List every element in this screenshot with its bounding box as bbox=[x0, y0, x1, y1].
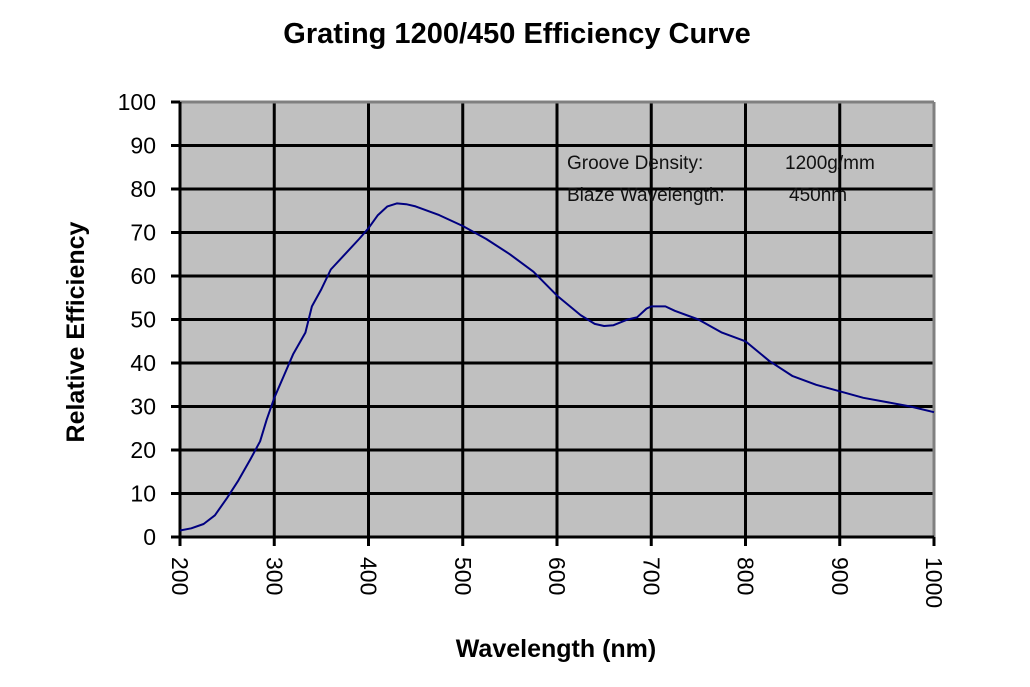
x-tick-label: 600 bbox=[544, 557, 570, 595]
blaze-wavelength-value: 450nm bbox=[789, 185, 847, 206]
series-group bbox=[179, 202, 935, 532]
y-tick-label: 60 bbox=[130, 263, 156, 289]
groove-density-label: Groove Density: bbox=[567, 153, 703, 174]
x-axis-title: Wavelength (nm) bbox=[456, 635, 656, 663]
x-axis-ticks: 200 300 400 500 600 700 800 900 1000 bbox=[167, 537, 947, 608]
axes bbox=[172, 100, 936, 545]
y-axis-ticks: 0 10 20 30 40 50 60 70 80 90 100 bbox=[118, 89, 180, 550]
y-tick-label: 80 bbox=[130, 176, 156, 202]
x-tick-label: 1000 bbox=[921, 557, 947, 608]
y-tick-label: 90 bbox=[130, 133, 156, 159]
y-tick-label: 0 bbox=[143, 524, 156, 550]
x-tick-label: 400 bbox=[356, 557, 382, 595]
x-tick-label: 800 bbox=[733, 557, 759, 595]
efficiency-curve bbox=[179, 202, 935, 532]
y-tick-label: 100 bbox=[118, 89, 156, 115]
gridlines bbox=[180, 102, 934, 537]
x-tick-label: 300 bbox=[261, 557, 287, 595]
x-tick-label: 700 bbox=[638, 557, 664, 595]
x-tick-label: 200 bbox=[167, 557, 193, 595]
groove-density-value: 1200g/mm bbox=[785, 153, 875, 174]
y-tick-label: 30 bbox=[130, 394, 156, 420]
y-tick-label: 50 bbox=[130, 307, 156, 333]
y-tick-label: 40 bbox=[130, 350, 156, 376]
blaze-wavelength-label: Blaze Wavelength: bbox=[567, 185, 725, 206]
y-tick-label: 10 bbox=[130, 481, 156, 507]
chart-title: Grating 1200/450 Efficiency Curve bbox=[283, 18, 750, 50]
y-tick-label: 70 bbox=[130, 220, 156, 246]
y-axis-title: Relative Efficiency bbox=[62, 221, 90, 442]
annotation-box: Groove Density: 1200g/mm Blaze Wavelengt… bbox=[567, 153, 875, 206]
x-tick-label: 500 bbox=[450, 557, 476, 595]
y-tick-label: 20 bbox=[130, 437, 156, 463]
x-tick-label: 900 bbox=[827, 557, 853, 595]
